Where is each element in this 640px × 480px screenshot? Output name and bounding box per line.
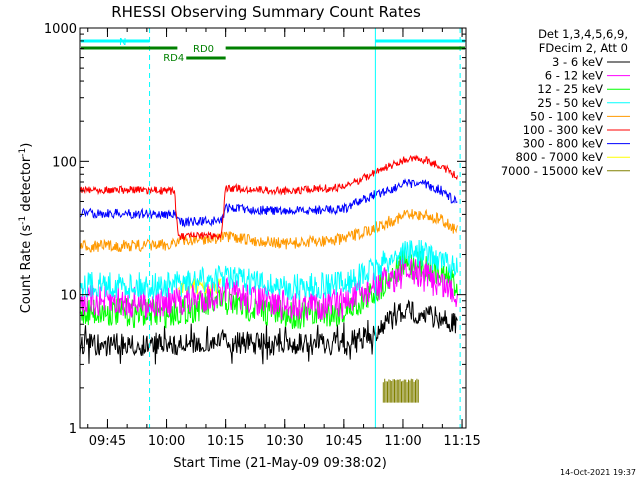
- y-axis-label: Count Rate (s-1 detector-1): [18, 143, 34, 314]
- x-axis-label: Start Time (21-May-09 09:38:02): [173, 456, 387, 471]
- series-line: [79, 239, 458, 302]
- y-axis-label-main: Count Rate (s: [19, 225, 34, 314]
- y-tick-label: 100: [52, 155, 77, 170]
- chart-title: RHESSI Observing Summary Count Rates: [111, 3, 421, 21]
- rd0-label: RD0: [193, 44, 214, 55]
- y-axis-label-mid: detector: [19, 156, 34, 216]
- x-tick-label: 09:45: [89, 434, 126, 449]
- legend-entry-label: 300 - 800 keV: [523, 137, 603, 151]
- night-label: N: [119, 37, 126, 48]
- legend-entry-label: 6 - 12 keV: [545, 69, 603, 83]
- x-tick-label: 10:00: [148, 434, 185, 449]
- y-tick-label: 1: [69, 422, 77, 437]
- legend-entry-label: 100 - 300 keV: [523, 123, 603, 137]
- y-tick-label: 10: [60, 289, 77, 304]
- y-axis-label-sup2: -1: [18, 148, 28, 157]
- x-tick-label: 10:15: [207, 434, 244, 449]
- plot-frame: [79, 27, 467, 429]
- series-line: [79, 208, 458, 253]
- series-line: [79, 154, 458, 241]
- legend: Det 1,3,4,5,6,9,FDecim 2, Att 03 - 6 keV…: [501, 27, 630, 178]
- x-axis: 09:45 10:00 10:15 10:30 10:45 11:00 11:15: [87, 28, 481, 449]
- y-tick-label: 1000: [44, 22, 77, 37]
- legend-entry-label: 3 - 6 keV: [552, 55, 603, 69]
- series-line: [382, 378, 419, 403]
- rd4-label: RD4: [163, 53, 184, 64]
- legend-entry-label: 800 - 7000 keV: [515, 150, 603, 164]
- legend-entry-label: 7000 - 15000 keV: [501, 164, 603, 178]
- x-tick-label: 10:30: [266, 434, 303, 449]
- series-line: [79, 178, 458, 228]
- legend-entry-label: 25 - 50 keV: [537, 96, 603, 110]
- legend-header: Det 1,3,4,5,6,9,: [538, 27, 628, 41]
- annotation-bars: N RD0 RD4: [81, 28, 465, 428]
- y-axis-label-sup1: -1: [18, 216, 28, 225]
- x-tick-label: 10:45: [325, 434, 362, 449]
- x-tick-label: 11:15: [443, 434, 480, 449]
- series-line: [79, 299, 458, 365]
- legend-header: FDecim 2, Att 0: [539, 41, 628, 55]
- y-axis: 1 10 100 1000: [44, 22, 466, 437]
- y-axis-label-end: ): [19, 143, 34, 148]
- series-line: [79, 255, 458, 321]
- legend-entry-label: 50 - 100 keV: [530, 109, 603, 123]
- timestamp: 14-Oct-2021 19:37: [560, 468, 636, 477]
- x-tick-label: 11:00: [384, 434, 421, 449]
- legend-entry-label: 12 - 25 keV: [537, 82, 603, 96]
- plot-area: [79, 154, 458, 403]
